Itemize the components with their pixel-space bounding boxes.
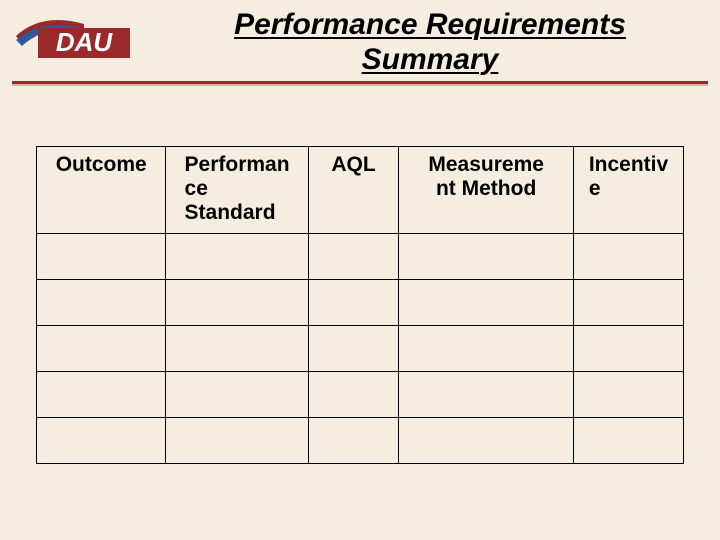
col-header-incentive: Incentiv e bbox=[573, 147, 683, 234]
table-row bbox=[37, 372, 684, 418]
table-row bbox=[37, 418, 684, 464]
table-header-row: Outcome Performan ce Standard AQL Measur… bbox=[37, 147, 684, 234]
requirements-table: Outcome Performan ce Standard AQL Measur… bbox=[36, 146, 684, 464]
table-row bbox=[37, 326, 684, 372]
table-body bbox=[37, 234, 684, 464]
col-header-performance-standard: Performan ce Standard bbox=[166, 147, 308, 234]
requirements-table-container: Outcome Performan ce Standard AQL Measur… bbox=[0, 86, 720, 464]
col-header-outcome: Outcome bbox=[37, 147, 166, 234]
col-header-aql: AQL bbox=[308, 147, 399, 234]
table-row bbox=[37, 280, 684, 326]
page-title: Performance Requirements Summary bbox=[152, 6, 708, 77]
title-line1: Performance Requirements bbox=[234, 8, 626, 41]
col-header-measurement-method: Measureme nt Method bbox=[399, 147, 574, 234]
title-line2: Summary bbox=[362, 43, 499, 76]
table-row bbox=[37, 234, 684, 280]
dau-logo: DAU bbox=[12, 6, 152, 66]
svg-text:DAU: DAU bbox=[56, 27, 114, 57]
header: DAU Performance Requirements Summary bbox=[0, 0, 720, 77]
